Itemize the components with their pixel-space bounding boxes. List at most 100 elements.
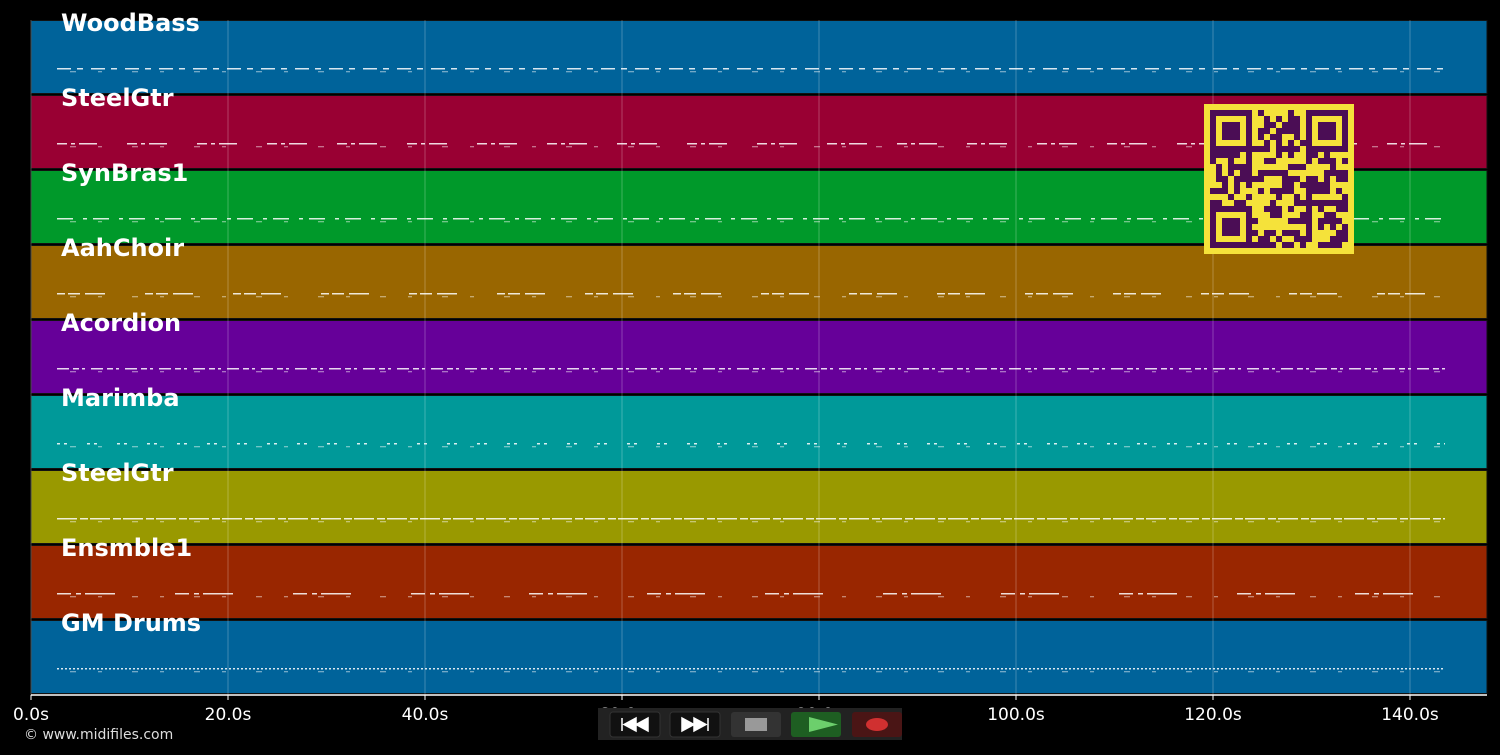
qr-cell (1294, 122, 1300, 128)
qr-cell (1246, 164, 1252, 170)
qr-cell (1246, 194, 1252, 200)
track-label: SteelGtr (61, 459, 174, 487)
qr-cell (1276, 152, 1282, 158)
transport-controls (598, 708, 902, 740)
track-band (30, 320, 1488, 394)
qr-cell (1282, 122, 1288, 128)
qr-cell (1324, 182, 1330, 188)
stop-button[interactable] (731, 712, 781, 737)
qr-cell (1276, 128, 1282, 134)
qr-cell (1306, 206, 1312, 212)
qr-cell (1276, 188, 1282, 194)
qr-cell (1288, 122, 1294, 128)
qr-cell (1336, 200, 1342, 206)
qr-cell (1288, 116, 1294, 122)
qr-cell (1222, 188, 1228, 194)
qr-cell (1228, 170, 1234, 176)
qr-cell (1318, 200, 1324, 206)
qr-cell (1264, 206, 1270, 212)
qr-cell (1252, 230, 1258, 236)
qr-cell (1300, 164, 1306, 170)
qr-cell (1210, 152, 1216, 158)
qr-cell (1336, 176, 1342, 182)
tick-label: 140.0s (1381, 705, 1439, 725)
copyright: © www.midifiles.com (24, 727, 173, 743)
qr-cell (1282, 128, 1288, 134)
qr-cell (1330, 158, 1336, 164)
qr-cell (1294, 194, 1300, 200)
qr-cell (1282, 182, 1288, 188)
qr-cell (1264, 146, 1270, 152)
qr-cell (1306, 212, 1312, 218)
qr-cell (1306, 158, 1312, 164)
play-button[interactable] (791, 712, 841, 737)
qr-cell (1306, 188, 1312, 194)
qr-cell (1330, 218, 1336, 224)
qr-cell (1318, 206, 1324, 212)
qr-cell (1342, 224, 1348, 230)
qr-cell (1276, 206, 1282, 212)
qr-cell (1270, 230, 1276, 236)
qr-cell (1228, 158, 1234, 164)
qr-cell (1294, 200, 1300, 206)
qr-cell (1282, 188, 1288, 194)
qr-cell (1234, 182, 1240, 188)
qr-cell (1324, 200, 1330, 206)
qr-cell (1312, 176, 1318, 182)
qr-cell (1264, 230, 1270, 236)
tick-label: 120.0s (1184, 705, 1242, 725)
qr-cell (1342, 200, 1348, 206)
qr-cell (1288, 242, 1294, 248)
qr-cell (1258, 134, 1264, 140)
record-button[interactable] (852, 712, 902, 737)
qr-cell (1318, 188, 1324, 194)
qr-cell (1264, 140, 1270, 146)
qr-cell (1234, 152, 1240, 158)
track-label: WoodBass (61, 9, 200, 37)
qr-cell (1300, 218, 1306, 224)
qr-cell (1258, 170, 1264, 176)
qr-finder (1210, 206, 1252, 248)
qr-cell (1288, 230, 1294, 236)
forward-icon (681, 716, 709, 733)
qr-cell (1276, 146, 1282, 152)
qr-cell (1306, 176, 1312, 182)
qr-cell (1234, 200, 1240, 206)
qr-cell (1324, 218, 1330, 224)
qr-cell (1300, 236, 1306, 242)
qr-cell (1252, 176, 1258, 182)
grid (30, 20, 1411, 695)
qr-cell (1318, 224, 1324, 230)
qr-cell (1318, 242, 1324, 248)
forward-button[interactable] (669, 711, 721, 738)
qr-cell (1228, 164, 1234, 170)
qr-cell (1258, 146, 1264, 152)
track-label: Acordion (61, 309, 181, 337)
qr-cell (1216, 200, 1222, 206)
qr-cell (1240, 164, 1246, 170)
qr-cell (1330, 164, 1336, 170)
qr-cell (1306, 200, 1312, 206)
qr-cell (1324, 176, 1330, 182)
qr-cell (1270, 200, 1276, 206)
qr-cell (1276, 116, 1282, 122)
qr-cell (1276, 134, 1282, 140)
tick-label: 100.0s (987, 705, 1045, 725)
qr-cell (1342, 170, 1348, 176)
qr-cell (1216, 176, 1222, 182)
qr-cell (1300, 242, 1306, 248)
qr-cell (1252, 242, 1258, 248)
qr-cell (1294, 164, 1300, 170)
qr-cell (1222, 182, 1228, 188)
track-label: SteelGtr (61, 84, 174, 112)
qr-cell (1336, 170, 1342, 176)
qr-cell (1258, 176, 1264, 182)
qr-cell (1240, 170, 1246, 176)
qr-cell (1216, 170, 1222, 176)
tick-label: 20.0s (205, 705, 252, 725)
qr-cell (1270, 206, 1276, 212)
qr-cell (1288, 182, 1294, 188)
qr-cell (1342, 230, 1348, 236)
qr-finder-core (1222, 218, 1240, 236)
rewind-button[interactable] (609, 711, 661, 738)
